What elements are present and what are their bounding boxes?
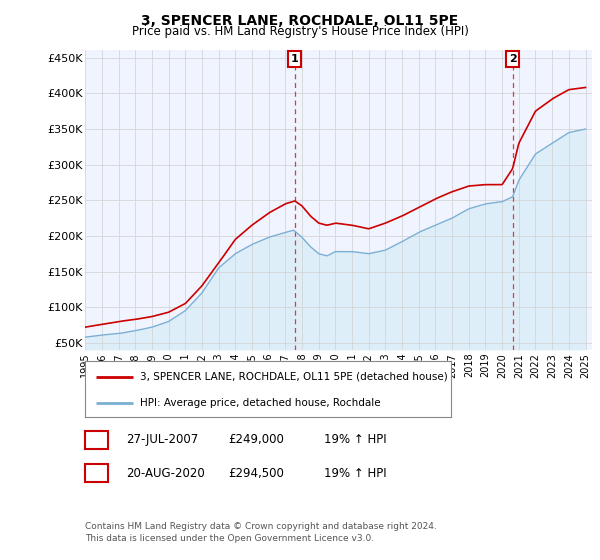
Text: 20-AUG-2020: 20-AUG-2020 bbox=[126, 466, 205, 480]
Text: Price paid vs. HM Land Registry's House Price Index (HPI): Price paid vs. HM Land Registry's House … bbox=[131, 25, 469, 38]
Text: 3, SPENCER LANE, ROCHDALE, OL11 5PE (detached house): 3, SPENCER LANE, ROCHDALE, OL11 5PE (det… bbox=[140, 372, 448, 382]
Text: 1: 1 bbox=[291, 54, 299, 64]
Text: 19% ↑ HPI: 19% ↑ HPI bbox=[324, 466, 386, 480]
Text: 27-JUL-2007: 27-JUL-2007 bbox=[126, 433, 198, 446]
Text: 3, SPENCER LANE, ROCHDALE, OL11 5PE: 3, SPENCER LANE, ROCHDALE, OL11 5PE bbox=[142, 14, 458, 28]
Text: 2: 2 bbox=[92, 466, 101, 480]
Text: £294,500: £294,500 bbox=[228, 466, 284, 480]
Text: 2: 2 bbox=[509, 54, 517, 64]
Text: Contains HM Land Registry data © Crown copyright and database right 2024.
This d: Contains HM Land Registry data © Crown c… bbox=[85, 522, 437, 543]
Text: 1: 1 bbox=[92, 433, 101, 446]
Text: HPI: Average price, detached house, Rochdale: HPI: Average price, detached house, Roch… bbox=[140, 398, 381, 408]
Text: 19% ↑ HPI: 19% ↑ HPI bbox=[324, 433, 386, 446]
Text: £249,000: £249,000 bbox=[228, 433, 284, 446]
